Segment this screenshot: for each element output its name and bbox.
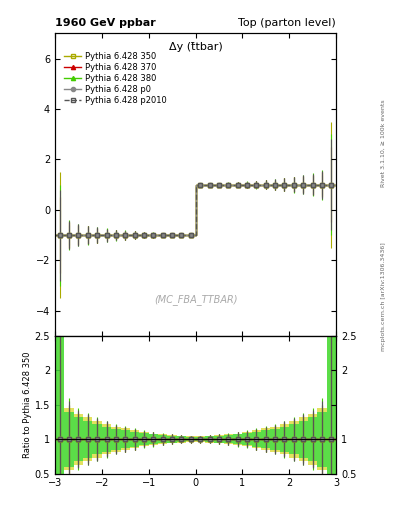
Y-axis label: Ratio to Pythia 6.428 350: Ratio to Pythia 6.428 350	[23, 352, 32, 458]
Text: 1960 GeV ppbar: 1960 GeV ppbar	[55, 18, 156, 28]
Text: (MC_FBA_TTBAR): (MC_FBA_TTBAR)	[154, 294, 237, 305]
Text: Top (parton level): Top (parton level)	[238, 18, 336, 28]
Text: Δy (t̄tbar): Δy (t̄tbar)	[169, 42, 222, 52]
Text: mcplots.cern.ch [arXiv:1306.3436]: mcplots.cern.ch [arXiv:1306.3436]	[381, 243, 386, 351]
Legend: Pythia 6.428 350, Pythia 6.428 370, Pythia 6.428 380, Pythia 6.428 p0, Pythia 6.: Pythia 6.428 350, Pythia 6.428 370, Pyth…	[62, 50, 170, 108]
Text: Rivet 3.1.10, ≥ 100k events: Rivet 3.1.10, ≥ 100k events	[381, 99, 386, 187]
